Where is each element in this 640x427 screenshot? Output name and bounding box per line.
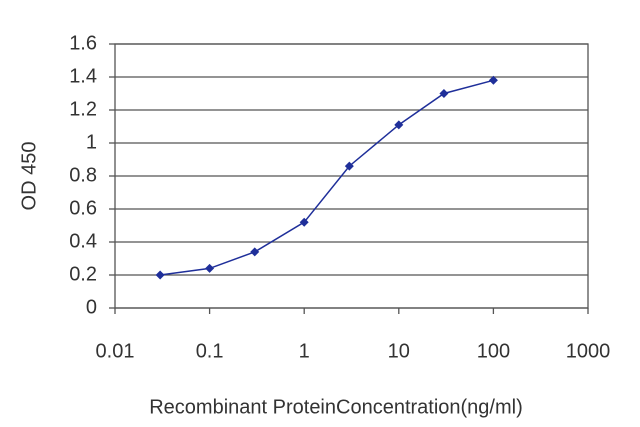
y-axis-label: OD 450 (18, 142, 40, 211)
data-point (155, 270, 165, 280)
x-tick-label: 10 (388, 340, 410, 362)
y-tick-label: 0.4 (69, 230, 97, 252)
y-tick-label: 1.4 (69, 65, 97, 87)
x-tick-label: 0.01 (96, 340, 135, 362)
y-tick-label: 0.6 (69, 197, 97, 219)
data-point (488, 75, 498, 85)
data-point (299, 217, 309, 227)
x-axis-label: Recombinant ProteinConcentration(ng/ml) (149, 396, 523, 418)
data-point (205, 263, 215, 273)
x-tick-label: 100 (477, 340, 510, 362)
y-tick-label: 0 (86, 296, 97, 318)
y-tick-label: 1.6 (69, 32, 97, 54)
data-point (394, 120, 404, 130)
y-tick-label: 1 (86, 131, 97, 153)
x-tick-label: 1 (299, 340, 310, 362)
y-tick-label: 0.8 (69, 164, 97, 186)
plot-frame (114, 43, 589, 309)
data-point (344, 161, 354, 171)
y-tick-label: 1.2 (69, 98, 97, 120)
x-tick-label: 0.1 (196, 340, 224, 362)
data-point (250, 247, 260, 257)
data-point (439, 89, 449, 98)
x-tick-label: 1000 (566, 340, 611, 362)
data-line (160, 79, 494, 276)
y-tick-label: 0.2 (69, 263, 97, 285)
